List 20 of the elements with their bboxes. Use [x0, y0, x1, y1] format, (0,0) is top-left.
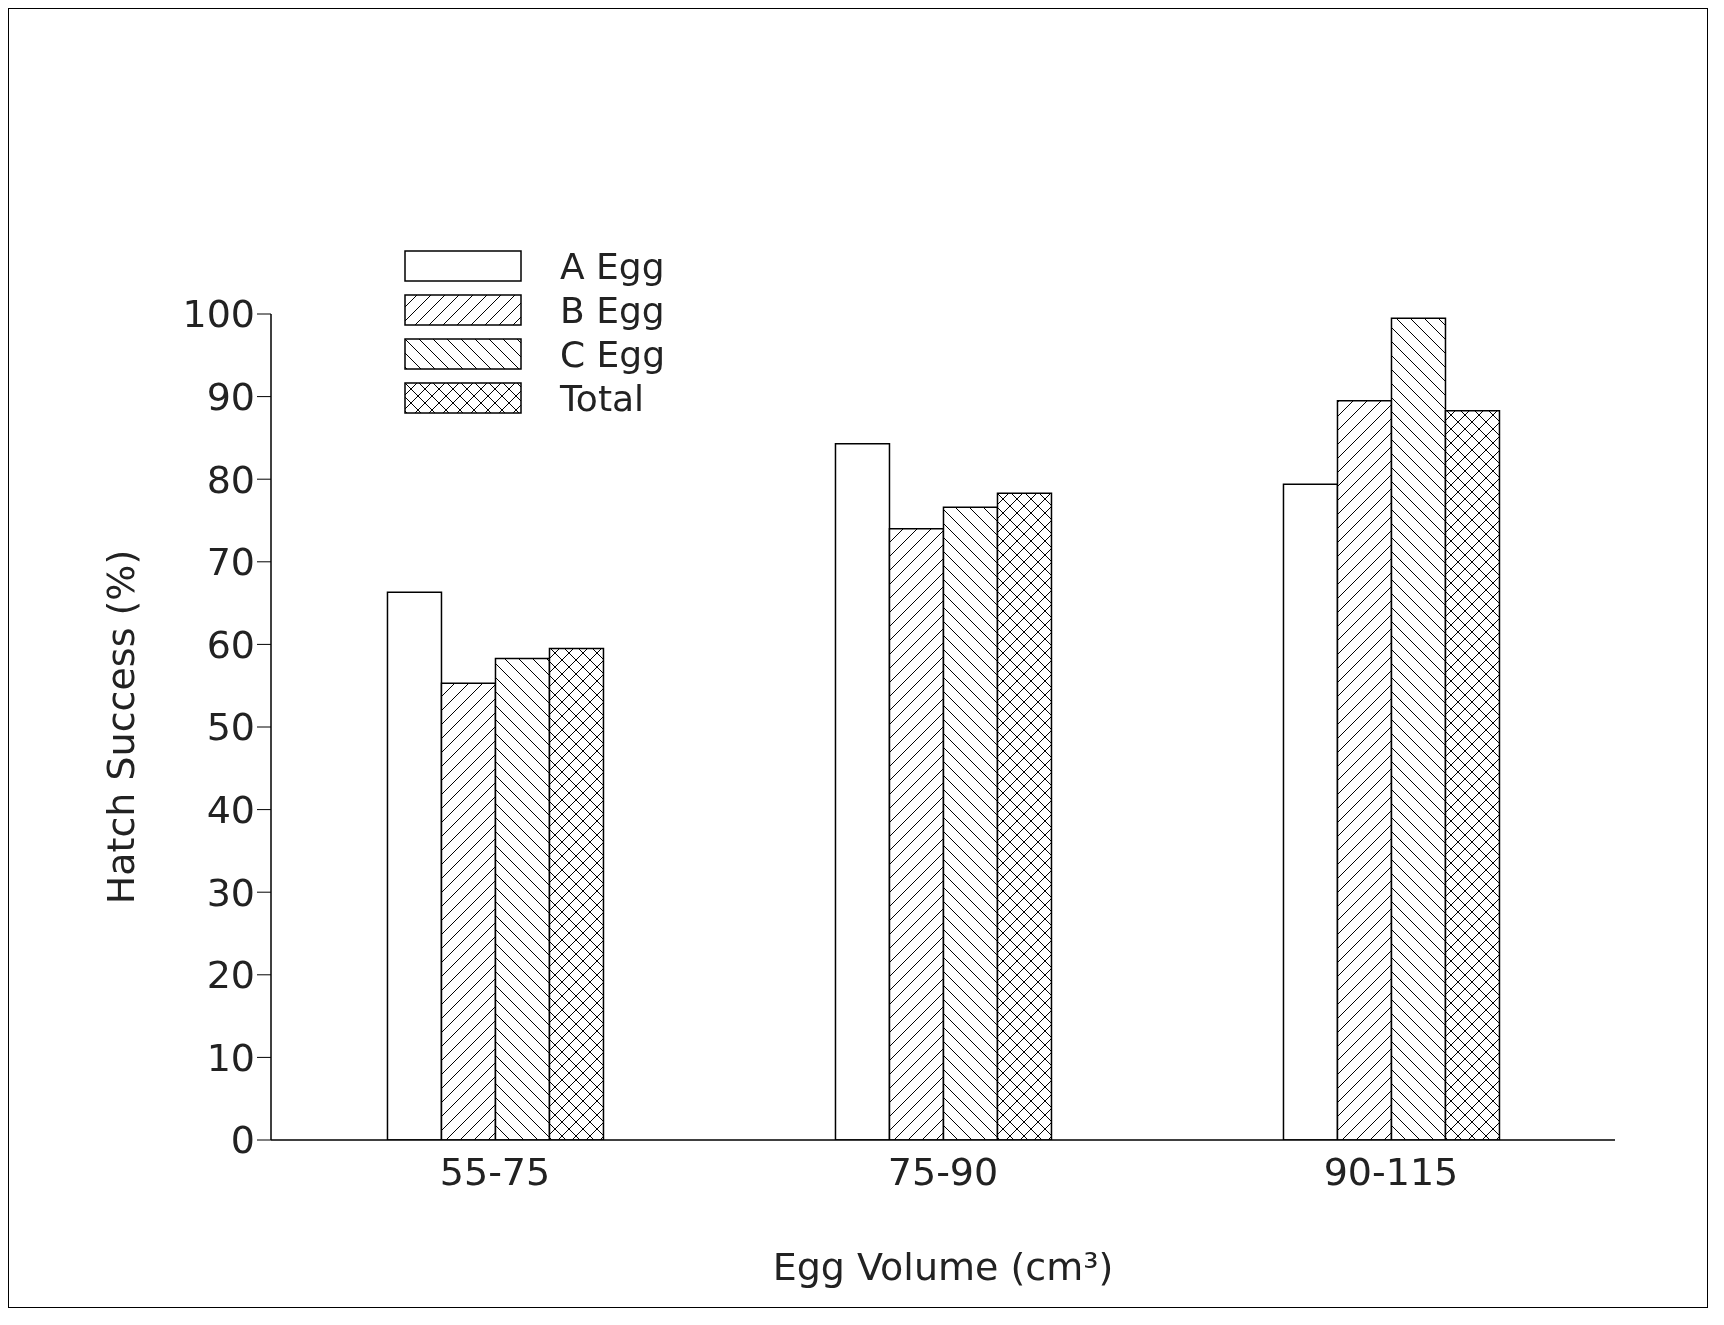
- legend-label: Total: [560, 377, 645, 419]
- y-tick-label: 0: [230, 1118, 255, 1163]
- y-tick-label: 70: [206, 540, 255, 585]
- legend-label: C Egg: [560, 333, 666, 375]
- x-tick-label: 75-90: [887, 1149, 999, 1194]
- y-tick-label: 10: [206, 1035, 255, 1080]
- y-tick-label: 20: [206, 953, 255, 998]
- x-tick-label: 55-75: [439, 1149, 551, 1194]
- x-tick-label: 90-115: [1323, 1149, 1459, 1194]
- legend-label: A Egg: [560, 245, 665, 287]
- y-axis-title: Hatch Success (%): [99, 549, 144, 905]
- y-tick-label: 30: [206, 870, 255, 915]
- x-axis-title: Egg Volume (cm³): [772, 1245, 1114, 1289]
- legend-label: B Egg: [560, 289, 665, 331]
- y-tick-label: 50: [206, 705, 255, 750]
- y-tick-label: 90: [206, 375, 255, 420]
- y-tick-label: 80: [206, 457, 255, 502]
- y-tick-label: 40: [206, 788, 255, 833]
- y-tick-label: 100: [182, 292, 255, 337]
- y-tick-label: 60: [206, 622, 255, 667]
